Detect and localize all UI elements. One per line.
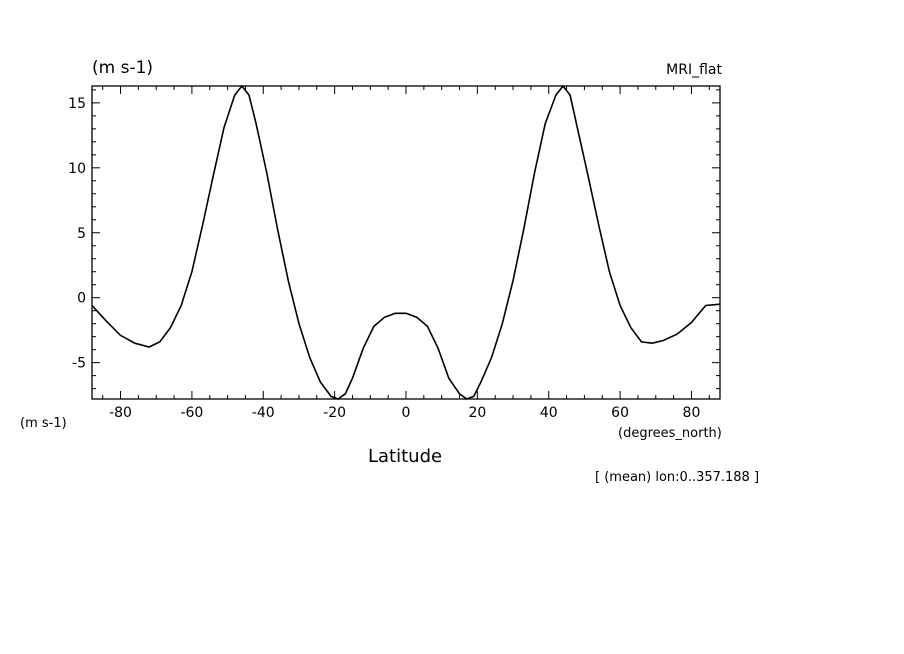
x-tick-label: 40	[540, 405, 558, 421]
y-tick-label: 0	[77, 291, 86, 307]
y-tick-label: 5	[77, 226, 86, 242]
y-units-label: (m s-1)	[92, 58, 154, 78]
plot-frame	[91, 85, 721, 400]
subset-note: [ (mean) lon:0..357.188 ]	[595, 470, 760, 485]
x-tick-label: 80	[683, 405, 701, 421]
x-tick-label: 0	[402, 405, 411, 421]
x-tick-label: -80	[109, 405, 132, 421]
x-tick-label: -40	[252, 405, 275, 421]
x-units-label: (degrees_north)	[618, 426, 722, 441]
y-tick-label: 10	[68, 161, 86, 177]
x-tick-label: -60	[180, 405, 203, 421]
y-units-side-label: (m s-1)	[20, 416, 67, 431]
x-tick-label: -20	[323, 405, 346, 421]
x-tick-label: 20	[468, 405, 486, 421]
dataset-label: MRI_flat	[666, 62, 722, 78]
y-tick-label: -5	[72, 356, 86, 372]
axis-ticks	[92, 86, 720, 399]
axis-tick-labels: -80 -60 -40 -20 0 20 40 60 80 -5 0 5 10 15	[68, 96, 700, 421]
series-line	[91, 84, 721, 400]
x-axis-title: Latitude	[368, 446, 443, 467]
y-tick-label: 15	[68, 96, 86, 112]
x-tick-label: 60	[611, 405, 629, 421]
